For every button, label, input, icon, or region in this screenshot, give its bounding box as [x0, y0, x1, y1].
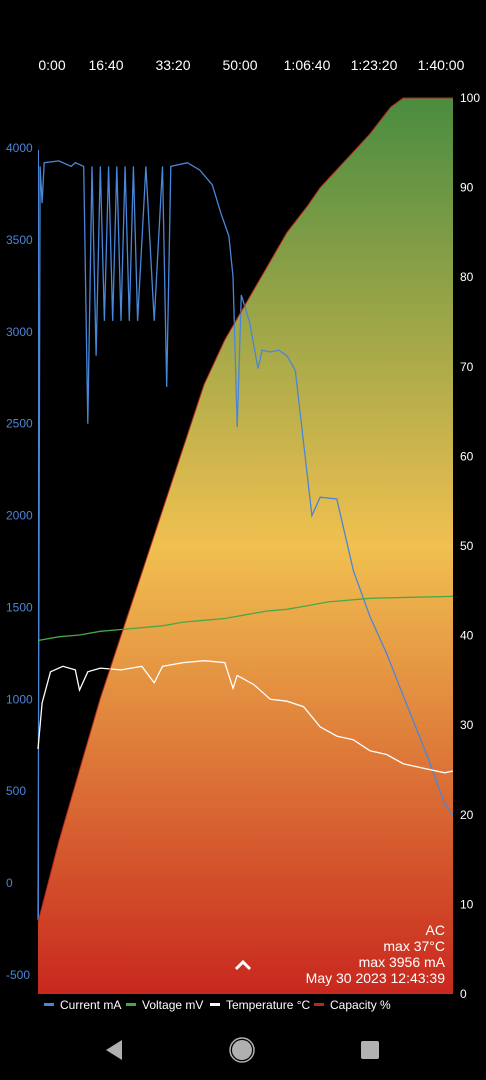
- recents-square-icon: [361, 1041, 379, 1059]
- time-axis: 0:00 16:40 33:20 50:00 1:06:40 1:23:20 1:40:00: [38, 57, 464, 73]
- legend-label: Capacity %: [330, 998, 391, 1012]
- current-tick-label: 2500: [6, 417, 33, 431]
- expand-button[interactable]: [229, 952, 257, 980]
- capacity-tick-label: 60: [460, 449, 474, 463]
- legend-swatch: [314, 1003, 324, 1006]
- info-timestamp: May 30 2023 12:43:39: [306, 970, 446, 986]
- legend-label: Current mA: [60, 998, 121, 1012]
- series-line-voltage: [37, 595, 454, 642]
- capacity-tick-label: 70: [460, 360, 474, 374]
- time-tick-label: 50:00: [222, 57, 257, 73]
- capacity-tick-label: 80: [460, 270, 474, 284]
- current-tick-label: -500: [6, 968, 30, 982]
- info-source: AC: [426, 922, 445, 938]
- chevron-up-icon: [234, 959, 252, 971]
- legend-label: Voltage mV: [142, 998, 203, 1012]
- legend-swatch: [126, 1003, 136, 1006]
- capacity-tick-label: 30: [460, 718, 474, 732]
- current-axis: 4000 3500 3000 2500 2000 1500 1000 500 0 -500: [6, 141, 39, 994]
- current-tick-label: 2000: [6, 509, 33, 523]
- current-tick-label: 1500: [6, 600, 33, 614]
- series-line-capacity: [37, 97, 453, 923]
- capacity-tick-label: 40: [460, 629, 474, 643]
- time-tick-label: 33:20: [155, 57, 190, 73]
- current-tick-label: 0: [6, 876, 13, 890]
- capacity-tick-label: 10: [460, 897, 474, 911]
- legend-swatch: [210, 1003, 220, 1006]
- time-tick-label: 1:23:20: [351, 57, 398, 73]
- current-tick-label: 500: [6, 784, 26, 798]
- legend: Current mA Voltage mV Temperature °C Capaci…: [44, 998, 391, 1012]
- legend-swatch: [44, 1003, 54, 1006]
- back-button[interactable]: [100, 1036, 128, 1064]
- capacity-tick-label: 100: [460, 91, 480, 105]
- current-tick-label: 1000: [6, 692, 33, 706]
- current-tick-label: 3000: [6, 325, 33, 339]
- time-tick-label: 0:00: [38, 57, 65, 73]
- legend-label: Temperature °C: [226, 998, 310, 1012]
- capacity-tick-label: 90: [460, 181, 474, 195]
- info-max-current: max 3956 mA: [359, 954, 446, 970]
- series-lines: [37, 97, 454, 923]
- home-button[interactable]: [228, 1036, 256, 1064]
- capacity-area-fill: [38, 98, 453, 994]
- capacity-tick-label: 20: [460, 808, 474, 822]
- series-line-temperature: [37, 660, 454, 774]
- time-tick-label: 1:40:00: [418, 57, 465, 73]
- navigation-bar: [0, 1020, 486, 1080]
- time-tick-label: 16:40: [88, 57, 123, 73]
- back-triangle-icon: [106, 1040, 122, 1060]
- recents-button[interactable]: [356, 1036, 384, 1064]
- current-tick-label: 3500: [6, 233, 33, 247]
- series-line-current: [37, 160, 454, 920]
- time-tick-label: 1:06:40: [284, 57, 331, 73]
- home-circle-icon: [229, 1037, 255, 1063]
- capacity-area: [38, 98, 453, 994]
- info-max-temp: max 37°C: [383, 938, 445, 954]
- current-tick-label: 4000: [6, 141, 33, 155]
- capacity-tick-label: 50: [460, 539, 474, 553]
- capacity-tick-label: 0: [460, 987, 467, 1001]
